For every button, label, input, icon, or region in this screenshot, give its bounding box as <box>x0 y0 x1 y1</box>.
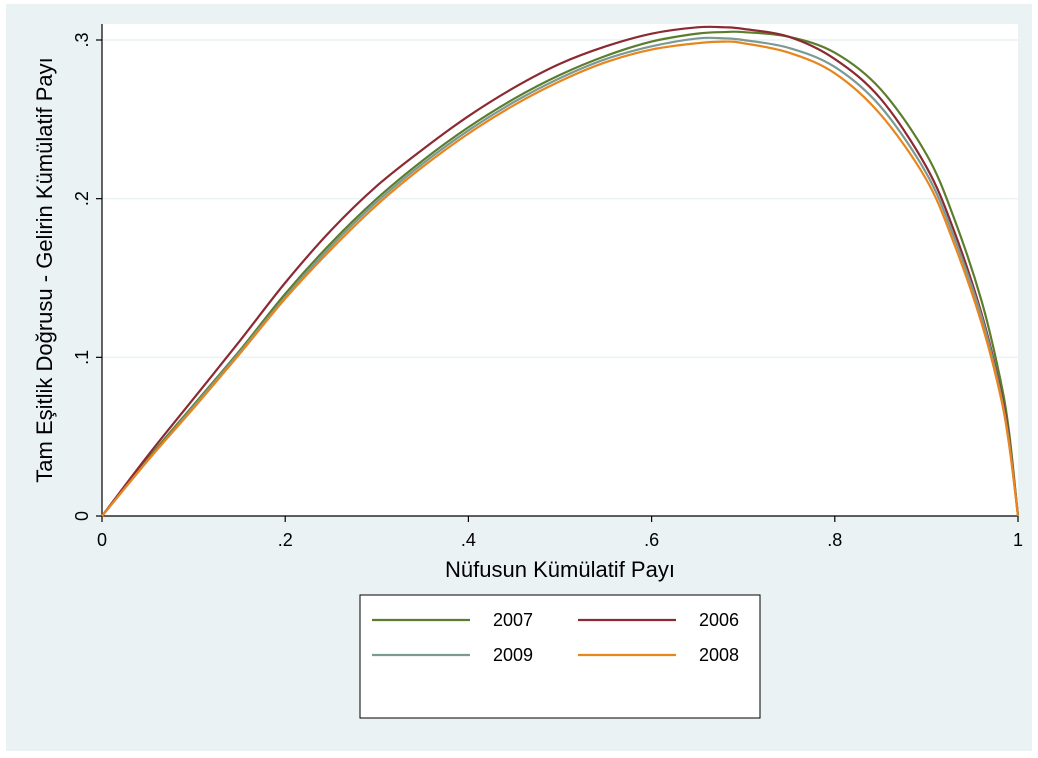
series-lines <box>101 25 1020 517</box>
line-chart: 0 .1 .2 .3 0 .2 .4 .6 .8 1 Nüfusun Kümülatif Pay… <box>32 24 1023 719</box>
x-tick-label: .8 <box>827 530 842 550</box>
x-tick-label: .2 <box>278 530 293 550</box>
chart-frame: 0 .1 .2 .3 0 .2 .4 .6 .8 1 Nüfusun Kümülatif Pay… <box>6 4 1032 751</box>
legend-box <box>359 594 761 719</box>
y-tick-label: .3 <box>72 32 92 47</box>
series-line-2008 <box>101 40 1020 517</box>
x-axis-ticks: 0 .2 .4 .6 .8 1 <box>97 516 1023 550</box>
y-axis-title: Tam Eşitlik Doğrusu - Gelirin Kümülatif … <box>32 57 57 482</box>
plot-background <box>102 24 1018 516</box>
x-axis-title: Nüfusun Kümülatif Payı <box>445 557 675 582</box>
legend-label-2007: 2007 <box>493 610 533 630</box>
legend-label-2006: 2006 <box>699 610 739 630</box>
series-line-2007 <box>101 30 1020 517</box>
x-tick-label: 1 <box>1013 530 1023 550</box>
y-tick-label: .1 <box>72 350 92 365</box>
x-tick-label: 0 <box>97 530 107 550</box>
legend-label-2009: 2009 <box>493 645 533 665</box>
legend-label-2008: 2008 <box>699 645 739 665</box>
y-axis-ticks: 0 .1 .2 .3 <box>72 32 102 521</box>
legend: 2007 2006 2009 2008 <box>372 610 739 665</box>
x-tick-label: .6 <box>644 530 659 550</box>
y-tick-label: .2 <box>72 191 92 206</box>
y-tick-label: 0 <box>72 511 92 521</box>
series-line-2006 <box>101 25 1020 517</box>
gridlines <box>102 39 1018 359</box>
x-tick-label: .4 <box>461 530 476 550</box>
